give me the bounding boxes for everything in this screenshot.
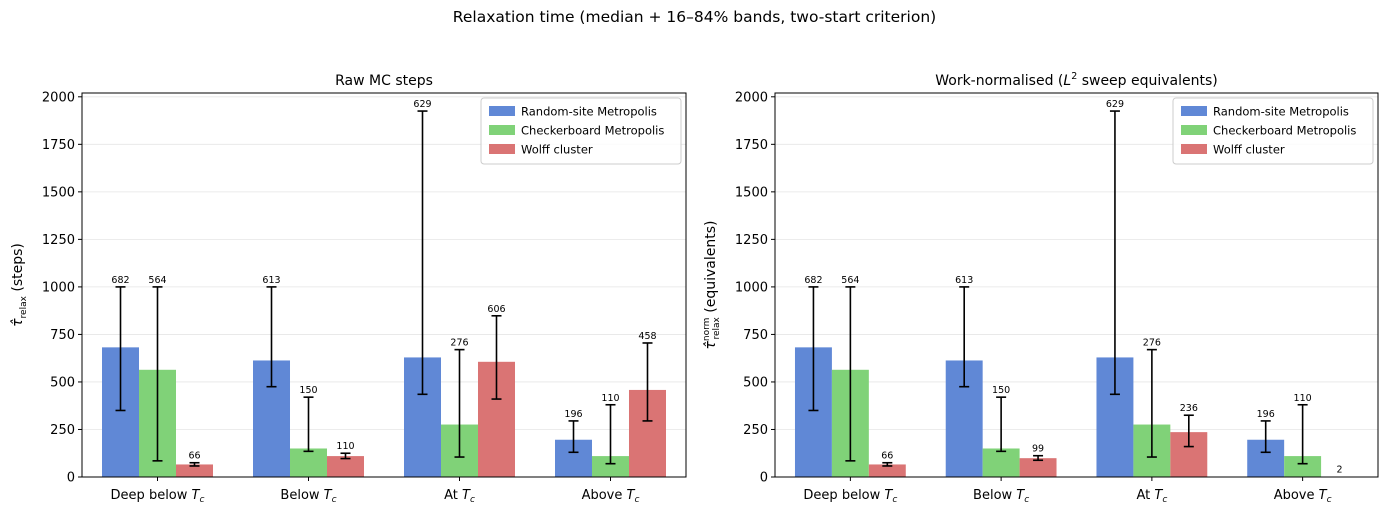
legend-swatch — [1181, 144, 1207, 154]
bar — [868, 464, 906, 477]
data-label: 276 — [1143, 338, 1161, 349]
x-tick-label: Above Tc — [582, 488, 640, 505]
y-tick-label: 250 — [743, 423, 768, 438]
legend-entry: Random-site Metropolis — [1213, 105, 1349, 119]
legend-entry: Checkerboard Metropolis — [521, 124, 664, 138]
legend: Random-site Metropolis Checkerboard Metro… — [480, 97, 682, 165]
legend-box — [1172, 97, 1374, 165]
y-tick-label: 750 — [50, 328, 75, 343]
legend-swatch — [1181, 106, 1207, 116]
bar — [326, 456, 364, 477]
legend-entry: Wolff cluster — [1213, 143, 1285, 157]
data-label: 110 — [336, 441, 354, 452]
x-tick-label: At Tc — [444, 488, 475, 505]
data-label: 564 — [841, 275, 859, 286]
legend-swatch — [489, 106, 515, 116]
axes-frame — [774, 92, 1379, 478]
y-tick-label: 0 — [760, 471, 768, 486]
y-tick-label: 2000 — [42, 90, 75, 105]
y-tick-label: 1250 — [42, 233, 75, 248]
y-tick-label: 1000 — [735, 280, 768, 295]
legend-box — [480, 97, 682, 165]
y-tick-label: 1750 — [735, 138, 768, 153]
data-label: 110 — [601, 393, 619, 404]
y-tick-label: 1250 — [735, 233, 768, 248]
legend-entry: Checkerboard Metropolis — [1213, 124, 1356, 138]
data-label: 110 — [1294, 393, 1312, 404]
y-tick-label: 0 — [67, 471, 75, 486]
data-label: 682 — [804, 275, 822, 286]
y-tick-label: 1500 — [735, 185, 768, 200]
data-label: 606 — [487, 304, 505, 315]
y-tick-label: 1500 — [42, 185, 75, 200]
data-label: 196 — [1257, 409, 1275, 420]
x-tick-label: Below Tc — [973, 488, 1029, 505]
data-label: 613 — [262, 275, 280, 286]
bar — [1019, 458, 1057, 477]
legend-swatch — [1181, 125, 1207, 135]
chart-panel-1: 682 613 629 196 564 150 276 110 66 110 606 458 0 250 5… — [10, 73, 687, 505]
legend: Random-site Metropolis Checkerboard Metro… — [1172, 97, 1374, 165]
data-label: 236 — [1180, 403, 1198, 414]
x-tick-label: Above Tc — [1274, 488, 1332, 505]
y-tick-label: 2000 — [735, 90, 768, 105]
data-label: 150 — [992, 385, 1010, 396]
data-label: 629 — [1106, 99, 1124, 110]
bar — [175, 464, 213, 477]
legend-swatch — [489, 144, 515, 154]
data-label: 276 — [450, 338, 468, 349]
y-tick-label: 750 — [743, 328, 768, 343]
y-axis-label: τ̂relax (steps) — [10, 243, 29, 327]
data-label: 613 — [955, 275, 973, 286]
data-label: 196 — [564, 409, 582, 420]
data-label: 629 — [413, 99, 431, 110]
data-label: 66 — [881, 451, 893, 462]
legend-swatch — [489, 125, 515, 135]
y-axis-label: τ̂normrelax (equivalents) — [702, 220, 722, 349]
x-tick-label: Deep below Tc — [111, 488, 205, 505]
y-tick-label: 250 — [50, 423, 75, 438]
bar — [592, 456, 629, 477]
data-label: 564 — [148, 275, 166, 286]
x-tick-label: Below Tc — [280, 488, 336, 505]
bar — [982, 448, 1020, 477]
x-tick-label: Deep below Tc — [803, 488, 897, 505]
data-label: 99 — [1032, 444, 1044, 455]
data-label: 458 — [638, 331, 656, 342]
legend-entry: Wolff cluster — [521, 143, 593, 157]
y-tick-label: 500 — [743, 375, 768, 390]
y-tick-label: 500 — [50, 375, 75, 390]
data-label: 150 — [299, 385, 317, 396]
chart-title: Raw MC steps — [335, 73, 433, 89]
x-tick-label: At Tc — [1136, 488, 1167, 505]
axes-frame — [81, 92, 687, 478]
chart-title: Work-normalised (L2 sweep equivalents) — [935, 71, 1218, 89]
data-label: 2 — [1337, 465, 1343, 476]
data-label: 66 — [188, 451, 200, 462]
bar — [1284, 456, 1322, 477]
data-label: 682 — [111, 275, 129, 286]
y-tick-label: 1750 — [42, 138, 75, 153]
y-tick-label: 1000 — [42, 280, 75, 295]
bar — [290, 448, 327, 477]
legend-entry: Random-site Metropolis — [521, 105, 657, 119]
figure-suptitle: Relaxation time (median + 16–84% bands, … — [452, 8, 937, 26]
chart-panel-2: 682 613 629 196 564 150 276 110 66 99 236 2 0 250 500 7… — [702, 71, 1379, 505]
